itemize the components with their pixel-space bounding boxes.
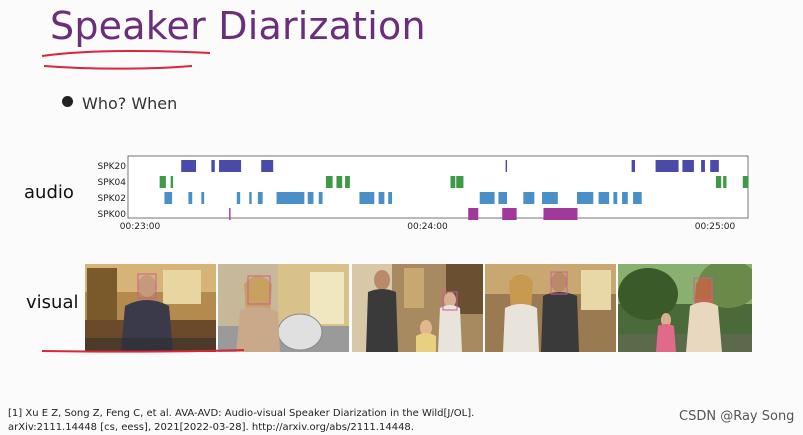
segment-spk02-0 — [164, 192, 173, 204]
speaker-label-spk00: SPK00 — [98, 210, 127, 220]
segment-spk04-8 — [723, 176, 727, 188]
segment-spk04-7 — [715, 176, 722, 188]
segment-spk02-20 — [633, 192, 642, 204]
frame-3 — [352, 264, 483, 352]
segment-spk02-3 — [236, 192, 241, 204]
citation-line-1: [1] Xu E Z, Song Z, Feng C, et al. AVA-A… — [8, 408, 475, 419]
time-tick-label-2: 00:25:00 — [695, 222, 736, 232]
citation-line-2: arXiv:2111.14448 [cs, eess], 2021[2022-0… — [8, 422, 414, 433]
segment-spk02-17 — [598, 192, 610, 204]
segment-spk04-2 — [325, 176, 333, 188]
segment-spk00-2 — [502, 208, 517, 220]
segment-spk02-14 — [523, 192, 535, 204]
slide-title: Speaker Diarization — [50, 4, 426, 48]
segment-spk04-1 — [170, 176, 174, 188]
frame-1 — [85, 264, 216, 352]
frame-5 — [618, 264, 752, 352]
segment-spk04-3 — [336, 176, 343, 188]
audio-label: audio — [24, 182, 74, 203]
time-tick-label-0: 00:23:00 — [120, 222, 161, 232]
segment-spk20-0 — [181, 160, 197, 172]
segment-spk02-15 — [542, 192, 558, 204]
segment-spk20-5 — [631, 160, 635, 172]
frames-red-underline — [41, 349, 245, 353]
segment-spk02-2 — [201, 192, 205, 204]
visual-label: visual — [26, 292, 79, 313]
segment-spk20-8 — [701, 160, 705, 172]
frame-2 — [218, 264, 349, 352]
speaker-label-spk04: SPK04 — [98, 178, 127, 188]
segment-spk20-9 — [710, 160, 719, 172]
speaker-timeline-chart: SPK20 SPK04 SPK02 SPK00 00:23:00 00:24:00 00:… — [98, 155, 749, 232]
segment-spk02-9 — [359, 192, 375, 204]
segment-spk02-12 — [479, 192, 495, 204]
time-tick-label-1: 00:24:00 — [407, 222, 448, 232]
segment-spk02-19 — [622, 192, 628, 204]
title-red-underline — [41, 50, 211, 70]
speaker-label-spk02: SPK02 — [98, 194, 127, 204]
segment-spk04-9 — [742, 176, 749, 188]
segment-spk02-13 — [498, 192, 508, 204]
segment-spk20-3 — [261, 160, 274, 172]
segment-spk02-4 — [249, 192, 252, 204]
video-frames-strip — [85, 264, 752, 352]
segment-spk04-5 — [450, 176, 456, 188]
speaker-label-spk20: SPK20 — [98, 162, 127, 172]
segment-spk02-7 — [307, 192, 314, 204]
watermark: CSDN @Ray Song — [679, 409, 795, 424]
segment-spk02-8 — [318, 192, 323, 204]
segment-spk02-10 — [378, 192, 385, 204]
segment-spk02-6 — [276, 192, 305, 204]
segment-spk02-11 — [388, 192, 393, 204]
segment-spk20-1 — [211, 160, 215, 172]
frame-4 — [485, 264, 616, 352]
segment-spk20-6 — [655, 160, 679, 172]
segment-spk00-0 — [229, 208, 231, 220]
segment-spk04-4 — [345, 176, 350, 188]
segment-spk02-5 — [257, 192, 263, 204]
segment-spk00-1 — [468, 208, 479, 220]
bullet-icon — [62, 96, 73, 107]
segment-spk04-0 — [159, 176, 166, 188]
segment-spk20-4 — [505, 160, 508, 172]
segment-spk20-2 — [219, 160, 242, 172]
bullet-text: Who? When — [82, 94, 178, 113]
segment-spk20-7 — [682, 160, 694, 172]
segment-spk02-16 — [577, 192, 594, 204]
segment-spk04-6 — [456, 176, 464, 188]
segment-spk00-3 — [543, 208, 578, 220]
segment-spk02-18 — [613, 192, 618, 204]
citation: [1] Xu E Z, Song Z, Feng C, et al. AVA-A… — [8, 407, 474, 435]
segment-spk02-1 — [188, 192, 193, 204]
